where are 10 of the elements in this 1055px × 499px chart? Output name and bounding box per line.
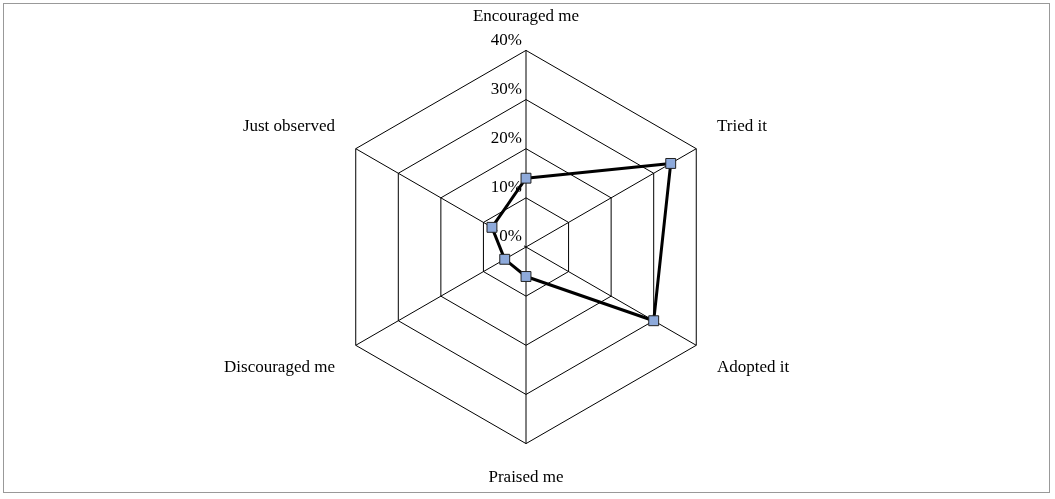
y-tick-label: 40% bbox=[490, 29, 522, 49]
spoke-label: Praised me bbox=[488, 467, 564, 487]
spoke-label: Encouraged me bbox=[472, 5, 580, 25]
spoke-label: Adopted it bbox=[717, 356, 790, 376]
y-tick-label: 0% bbox=[499, 226, 522, 246]
y-tick-label: 20% bbox=[490, 128, 522, 148]
spoke-label: Discouraged me bbox=[224, 356, 335, 376]
spoke-label: Tried it bbox=[717, 115, 768, 135]
spoke-label: Just observed bbox=[242, 115, 336, 135]
y-tick-label: 30% bbox=[490, 79, 522, 99]
